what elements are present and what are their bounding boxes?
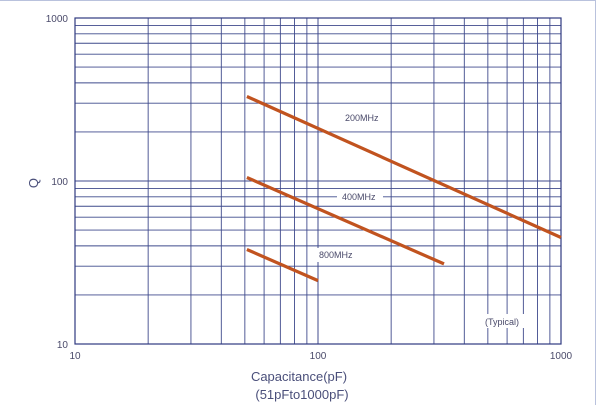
tick-labels: 10 100 1000 10 100 1000 [46, 14, 573, 362]
axis-titles: Capacitance(pF) (51pFto1000pF) Q [26, 178, 349, 402]
y-tick-label: 100 [51, 177, 68, 188]
annotations: 200MHz 400MHz 800MHz (Typical) [314, 111, 528, 328]
series-label-400MHz: 400MHz [342, 192, 376, 202]
series-line-800MHz [246, 248, 319, 283]
series-line-400MHz [246, 176, 445, 266]
series-line-200MHz [246, 95, 562, 239]
series-label-800MHz: 800MHz [319, 250, 353, 260]
x-axis-title: Capacitance(pF) [251, 369, 347, 384]
y-tick-label: 10 [57, 340, 69, 351]
series-group [246, 95, 562, 283]
grid [74, 17, 562, 345]
y-tick-label: 1000 [46, 14, 69, 25]
typical-note: (Typical) [485, 317, 519, 327]
series-label-200MHz: 200MHz [345, 113, 379, 123]
x-tick-label: 1000 [550, 351, 573, 362]
note-bg [482, 314, 528, 328]
plot-frame [74, 17, 562, 345]
series-label-bg [314, 248, 360, 262]
series-label-bg [337, 190, 383, 204]
series-label-bg [340, 111, 386, 125]
x-axis-subtitle: (51pFto1000pF) [255, 387, 348, 402]
x-tick-label: 10 [69, 351, 81, 362]
y-axis-title: Q [26, 178, 41, 188]
x-tick-label: 100 [310, 351, 327, 362]
